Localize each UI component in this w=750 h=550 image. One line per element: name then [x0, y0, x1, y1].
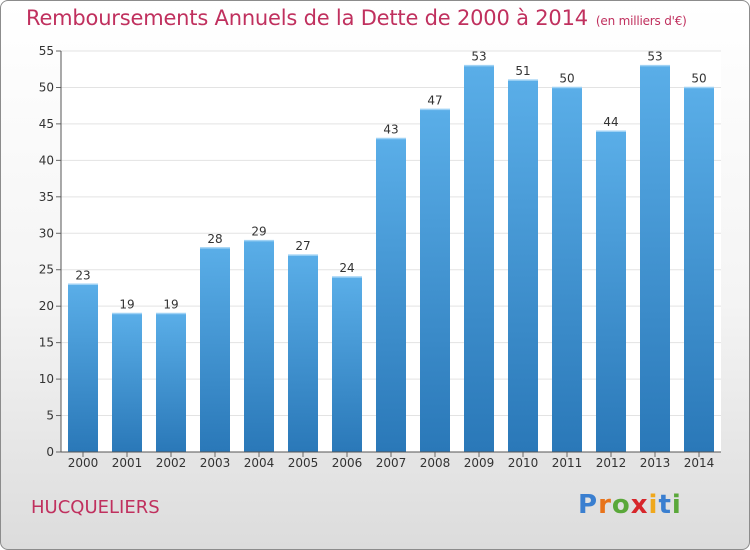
data-label: 24 [339, 261, 354, 275]
y-tick-label: 20 [39, 299, 54, 313]
chart-unit: (en milliers d'€) [595, 14, 687, 28]
bar [420, 109, 450, 452]
bar [508, 80, 538, 452]
x-tick-label: 2006 [332, 456, 363, 470]
data-label: 19 [119, 297, 134, 311]
x-tick-label: 2011 [552, 456, 583, 470]
x-tick-label: 2012 [596, 456, 627, 470]
data-label: 29 [251, 225, 266, 239]
data-label: 27 [295, 239, 310, 253]
y-tick-label: 5 [46, 409, 54, 423]
x-tick-label: 2013 [640, 456, 671, 470]
x-tick-label: 2002 [156, 456, 187, 470]
bar [684, 87, 714, 453]
y-tick-label: 55 [39, 44, 54, 58]
logo-letter: x [630, 490, 649, 520]
logo-letter: P [578, 490, 599, 520]
y-tick-label: 40 [39, 153, 54, 167]
data-label: 53 [471, 50, 486, 64]
data-label: 19 [163, 297, 178, 311]
x-tick-label: 2004 [244, 456, 275, 470]
logo-letter: i [671, 490, 682, 520]
x-tick-label: 2005 [288, 456, 319, 470]
bar [112, 313, 142, 452]
bar [68, 284, 98, 452]
y-tick-label: 35 [39, 190, 54, 204]
logo-letter: o [611, 490, 631, 520]
data-label: 50 [559, 71, 574, 85]
x-tick-label: 2001 [112, 456, 143, 470]
bar [288, 255, 318, 452]
x-tick-label: 2007 [376, 456, 407, 470]
logo-letter: t [658, 490, 672, 520]
x-tick-label: 2003 [200, 456, 231, 470]
chart-title-text: Remboursements Annuels de la Dette de 20… [26, 6, 588, 30]
x-tick-label: 2000 [68, 456, 99, 470]
proxiti-logo: Proxiti [578, 490, 682, 520]
data-label: 47 [427, 93, 442, 107]
data-label: 28 [207, 232, 222, 246]
y-tick-label: 0 [46, 445, 54, 459]
bar [596, 131, 626, 452]
bar [376, 138, 406, 452]
data-label: 43 [383, 122, 398, 136]
data-label: 50 [691, 71, 706, 85]
place-name: HUCQUELIERS [31, 497, 160, 518]
bar [156, 313, 186, 452]
bar [552, 87, 582, 453]
logo-letter: r [598, 490, 612, 520]
bar [244, 240, 274, 452]
bar [332, 277, 362, 452]
y-tick-label: 50 [39, 80, 54, 94]
logo-letter: i [648, 490, 659, 520]
bar [464, 65, 494, 452]
y-tick-label: 30 [39, 226, 54, 240]
bar [200, 247, 230, 452]
x-tick-label: 2014 [684, 456, 715, 470]
y-tick-label: 10 [39, 372, 54, 386]
data-label: 44 [603, 115, 618, 129]
x-tick-label: 2008 [420, 456, 451, 470]
data-label: 53 [647, 50, 662, 64]
data-label: 51 [515, 64, 530, 78]
chart-title: Remboursements Annuels de la Dette de 20… [26, 6, 687, 30]
y-tick-label: 15 [39, 336, 54, 350]
y-tick-label: 45 [39, 117, 54, 131]
bar [640, 65, 670, 452]
data-label: 23 [75, 268, 90, 282]
x-tick-label: 2009 [464, 456, 495, 470]
y-tick-label: 25 [39, 263, 54, 277]
x-tick-label: 2010 [508, 456, 539, 470]
